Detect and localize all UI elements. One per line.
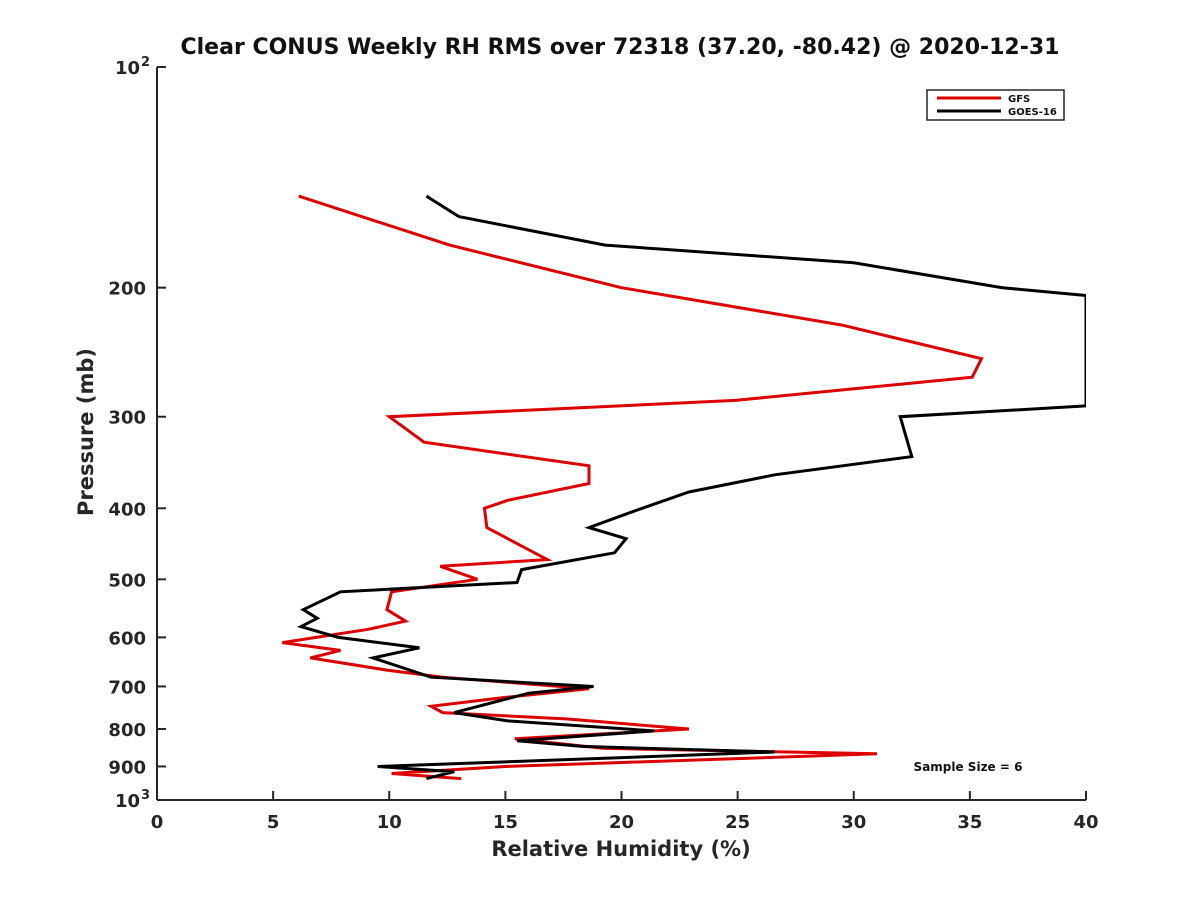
y-tick-label: 500 xyxy=(108,570,146,591)
y-tick-label: 700 xyxy=(108,677,146,698)
series-layer xyxy=(282,194,1086,781)
y-axis-label: Pressure (mb) xyxy=(74,348,98,516)
series-line-goes-16 xyxy=(296,194,1086,781)
y-tick-label: 400 xyxy=(108,499,146,520)
y-tick-label: 900 xyxy=(108,757,146,778)
y-tick-exponent: 2 xyxy=(141,55,150,70)
y-tick-label: 200 xyxy=(108,279,146,300)
chart-title: Clear CONUS Weekly RH RMS over 72318 (37… xyxy=(181,35,1060,60)
legend-label-goes-16: GOES-16 xyxy=(1008,107,1057,118)
sample-size-annotation: Sample Size = 6 xyxy=(914,760,1023,774)
legend-label-gfs: GFS xyxy=(1008,94,1030,105)
y-tick-label: 300 xyxy=(108,408,146,429)
series-line-gfs xyxy=(282,194,984,781)
y-tick-label: 600 xyxy=(108,628,146,649)
x-tick-label: 15 xyxy=(493,812,518,833)
y-tick-label: 800 xyxy=(108,720,146,741)
x-tick-label: 35 xyxy=(957,812,982,833)
x-tick-label: 20 xyxy=(609,812,634,833)
y-tick-label: 10 xyxy=(115,791,140,812)
legend: GFS GOES-16 xyxy=(926,89,1065,121)
x-tick-label: 40 xyxy=(1073,812,1098,833)
x-tick-label: 5 xyxy=(267,812,280,833)
x-tick-label: 25 xyxy=(725,812,750,833)
legend-box xyxy=(926,89,1065,121)
y-tick-label: 10 xyxy=(115,58,140,79)
x-tick-label: 0 xyxy=(151,812,164,833)
x-tick-label: 30 xyxy=(841,812,866,833)
x-tick-label: 10 xyxy=(377,812,402,833)
y-tick-exponent: 3 xyxy=(141,788,150,803)
x-axis-label: Relative Humidity (%) xyxy=(491,837,750,861)
